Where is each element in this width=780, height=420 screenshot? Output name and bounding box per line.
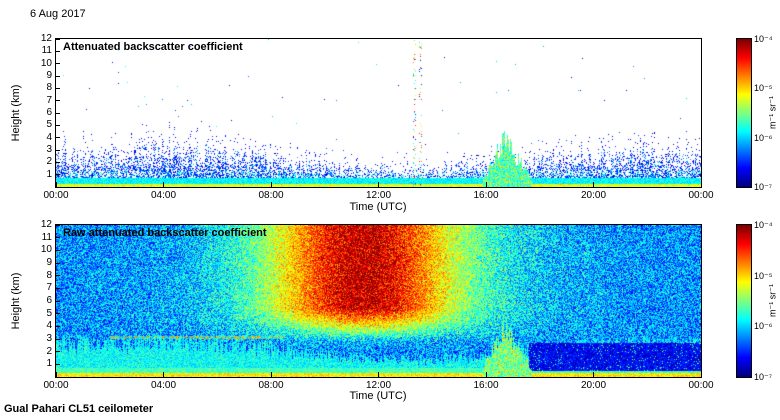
- y-tick-label: 5: [46, 119, 52, 131]
- y-tick-mark: [56, 363, 60, 365]
- y-tick-mark: [56, 338, 60, 340]
- x-tick-mark: [485, 182, 487, 187]
- y-tick-mark: [56, 100, 60, 102]
- x-tick-mark: [593, 182, 594, 187]
- y-tick-label: 7: [46, 94, 52, 106]
- y-tick-mark: [56, 38, 60, 40]
- x-tick-mark: [485, 372, 487, 377]
- x-tick-label: 08:00: [258, 190, 284, 201]
- x-tick-label: 12:00: [365, 380, 392, 391]
- x-axis-label-top: Time (UTC): [349, 201, 407, 213]
- y-tick-mark: [56, 249, 60, 251]
- y-tick-mark: [56, 112, 60, 114]
- y-tick-label: 10: [40, 244, 52, 256]
- x-tick-label: 00:00: [43, 190, 69, 201]
- y-tick-mark: [56, 75, 60, 77]
- y-tick-label: 3: [46, 333, 52, 344]
- y-tick-label: 1: [46, 168, 52, 180]
- y-tick-mark: [56, 137, 60, 139]
- x-tick-mark: [270, 372, 272, 377]
- y-tick-mark: [56, 124, 60, 126]
- x-tick-label: 00:00: [688, 190, 714, 201]
- y-tick-label: 1: [46, 358, 52, 370]
- y-tick-mark: [56, 149, 60, 151]
- y-axis-label-top: Height (km): [10, 84, 22, 142]
- x-tick-mark: [378, 182, 379, 187]
- y-tick-label: 6: [46, 107, 52, 118]
- y-tick-mark: [56, 275, 60, 277]
- y-tick-mark: [56, 87, 60, 89]
- y-tick-label: 9: [46, 257, 52, 268]
- y-axis-label-bottom: Height (km): [10, 272, 22, 330]
- y-tick-label: 2: [46, 345, 52, 357]
- y-tick-label: 11: [41, 45, 52, 57]
- x-axis-label-bottom: Time (UTC): [349, 390, 407, 402]
- colorbar-tick-label: 10⁻⁶: [754, 132, 773, 143]
- x-tick-mark: [700, 372, 702, 377]
- y-tick-mark: [56, 224, 60, 226]
- x-tick-mark: [163, 182, 164, 187]
- instrument-label: Gual Pahari CL51 ceilometer: [4, 403, 154, 415]
- y-tick-label: 4: [46, 131, 52, 143]
- x-tick-label: 00:00: [43, 380, 69, 391]
- y-tick-label: 8: [46, 82, 52, 94]
- colorbar-tick-label: 10⁻⁷: [754, 182, 773, 192]
- y-tick-mark: [56, 262, 60, 264]
- x-tick-label: 16:00: [473, 190, 499, 201]
- y-tick-mark: [56, 237, 60, 239]
- panel-title-attenuated: Attenuated backscatter coefficient: [63, 41, 243, 53]
- panel-title-raw: Raw attenuated backscatter coefficient: [63, 227, 267, 239]
- y-tick-label: 12: [40, 219, 52, 230]
- x-tick-label: 12:00: [365, 190, 392, 201]
- x-tick-mark: [700, 182, 702, 187]
- x-tick-mark: [55, 182, 57, 187]
- date-label: 6 Aug 2017: [30, 8, 86, 20]
- colorbar-bottom: [736, 224, 752, 378]
- y-tick-label: 7: [46, 282, 52, 294]
- x-tick-mark: [163, 372, 164, 377]
- y-tick-label: 5: [46, 307, 52, 319]
- y-tick-mark: [56, 287, 60, 289]
- y-tick-label: 6: [46, 295, 52, 306]
- x-tick-label: 20:00: [580, 380, 607, 391]
- colorbar-tick-label: 10⁻⁴: [754, 34, 773, 44]
- x-tick-label: 04:00: [150, 190, 177, 201]
- x-tick-label: 20:00: [580, 190, 607, 201]
- y-tick-mark: [56, 174, 60, 176]
- colorbar-tick-label: 10⁻⁴: [754, 220, 773, 230]
- y-tick-mark: [56, 161, 60, 163]
- y-tick-mark: [56, 313, 60, 315]
- x-tick-label: 04:00: [150, 380, 177, 391]
- y-tick-label: 3: [46, 144, 52, 155]
- y-tick-label: 11: [41, 231, 52, 243]
- colorbar-top: [736, 38, 752, 188]
- y-tick-label: 4: [46, 320, 52, 332]
- y-tick-label: 12: [40, 33, 52, 44]
- y-tick-mark: [56, 300, 60, 302]
- colorbar-tick-label: 10⁻⁵: [754, 83, 773, 94]
- y-tick-mark: [56, 63, 60, 65]
- y-tick-mark: [56, 325, 60, 327]
- y-tick-label: 9: [46, 70, 52, 81]
- x-tick-label: 08:00: [258, 380, 284, 391]
- colorbar-tick-label: 10⁻⁶: [754, 321, 773, 332]
- heatmap-raw-backscatter: [55, 224, 702, 378]
- x-tick-mark: [55, 372, 57, 377]
- y-tick-label: 10: [40, 57, 52, 69]
- colorbar-tick-label: 10⁻⁵: [754, 270, 773, 281]
- x-tick-label: 16:00: [473, 380, 499, 391]
- x-tick-mark: [378, 372, 379, 377]
- x-tick-label: 00:00: [688, 380, 714, 391]
- colorbar-tick-label: 10⁻⁷: [754, 372, 773, 382]
- heatmap-attenuated-backscatter: [55, 38, 702, 188]
- y-tick-label: 8: [46, 269, 52, 281]
- x-tick-mark: [270, 182, 272, 187]
- y-tick-mark: [56, 351, 60, 353]
- y-tick-mark: [56, 50, 60, 52]
- x-tick-mark: [593, 372, 594, 377]
- y-tick-label: 2: [46, 156, 52, 168]
